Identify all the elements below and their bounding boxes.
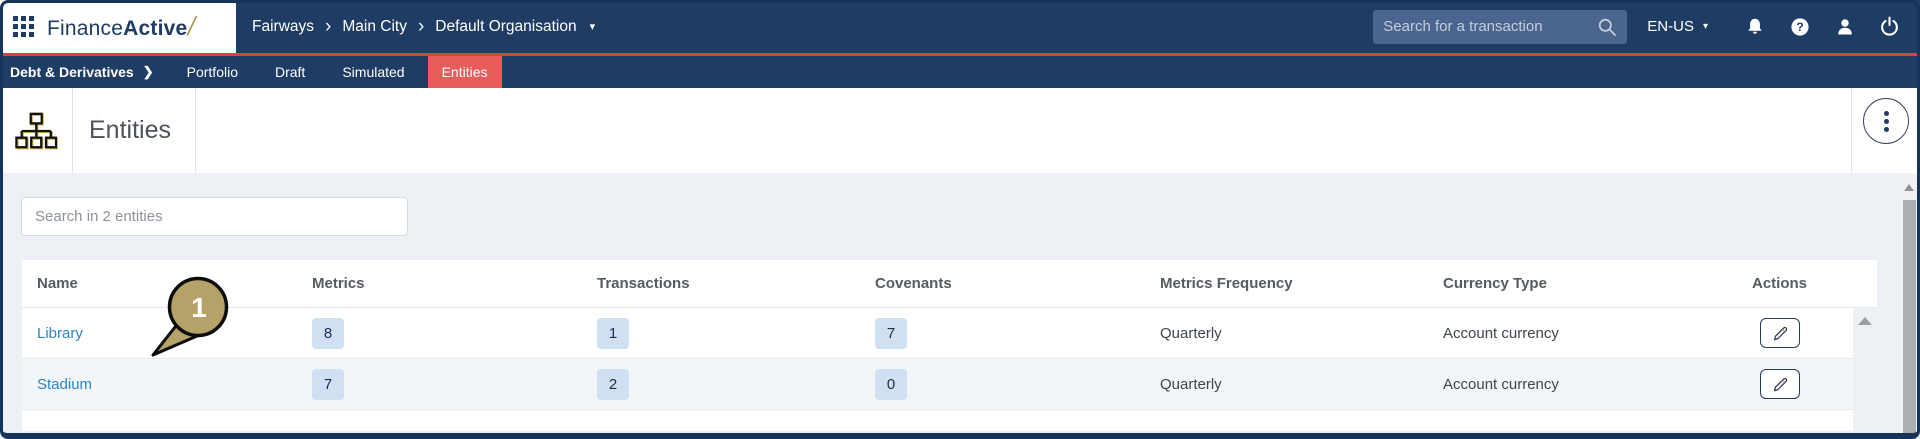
- accent-divider: [0, 53, 1920, 56]
- search-icon[interactable]: [1597, 17, 1617, 37]
- metrics-count-badge: 8: [312, 317, 344, 349]
- table-row-stadium: Stadium 7 2 0 Quarterly Account currency: [22, 359, 1877, 410]
- breadcrumb-item-default-organisation[interactable]: Default Organisation: [435, 17, 577, 35]
- pencil-icon: [1773, 326, 1787, 340]
- entities-table: Name Metrics Transactions Covenants Metr…: [22, 260, 1877, 431]
- entities-section: Name Metrics Transactions Covenants Metr…: [0, 173, 1920, 439]
- page-scrollbar-thumb[interactable]: [1903, 200, 1916, 439]
- nav-section-label: Debt & Derivatives: [10, 64, 134, 80]
- column-header-covenants: Covenants: [875, 275, 952, 292]
- chevron-right-icon: ❯: [142, 64, 154, 79]
- transaction-search-input[interactable]: [1383, 18, 1598, 35]
- svg-text:?: ?: [1796, 20, 1803, 34]
- tab-simulated[interactable]: Simulated: [342, 64, 405, 80]
- transaction-search-box[interactable]: [1373, 9, 1628, 44]
- table-scrollbar[interactable]: [1853, 308, 1877, 431]
- covenants-count-badge: 0: [875, 368, 907, 400]
- chevron-right-icon: ›: [325, 16, 332, 37]
- more-options-kebab-button[interactable]: [1863, 98, 1909, 144]
- chevron-down-icon: ▾: [1702, 21, 1708, 32]
- chevron-down-icon[interactable]: ▾: [589, 21, 596, 33]
- edit-pencil-button[interactable]: [1760, 369, 1800, 399]
- scroll-up-arrow-icon[interactable]: [1858, 317, 1872, 325]
- pencil-icon: [1773, 377, 1787, 391]
- entity-link-library[interactable]: Library: [37, 324, 83, 342]
- breadcrumb: Fairways › Main City › Default Organisat…: [252, 17, 595, 36]
- org-chart-icon: [15, 112, 57, 148]
- annotation-marker-1: 1: [151, 276, 229, 357]
- breadcrumb-item-fairways[interactable]: Fairways: [252, 17, 315, 35]
- header-divider: [1851, 88, 1852, 173]
- column-header-metrics: Metrics: [312, 275, 365, 292]
- metrics-frequency-value: Quarterly: [1160, 375, 1222, 393]
- logo-active: Active: [123, 17, 188, 40]
- language-label: EN-US: [1647, 18, 1694, 35]
- metrics-count-badge: 7: [312, 368, 344, 400]
- entities-icon-cell: [0, 88, 73, 173]
- chevron-right-icon: ›: [417, 16, 425, 37]
- logo-block[interactable]: FinanceActive/: [0, 0, 236, 53]
- metrics-frequency-value: Quarterly: [1160, 324, 1222, 342]
- column-header-name: Name: [37, 275, 78, 292]
- annotation-marker-number: 1: [191, 292, 207, 323]
- column-header-transactions: Transactions: [597, 275, 690, 292]
- logo-finance: Finance: [47, 17, 124, 40]
- page-header: Entities: [0, 88, 1920, 173]
- page-scrollbar[interactable]: [1901, 173, 1918, 439]
- tab-entities[interactable]: Entities: [427, 56, 502, 88]
- table-row-library: Library 8 1 7 Quarterly Account currency: [22, 308, 1877, 359]
- transactions-count-badge: 1: [597, 317, 629, 349]
- notifications-bell-icon[interactable]: [1732, 17, 1777, 37]
- brand-logo[interactable]: FinanceActive/: [47, 11, 200, 42]
- currency-type-value: Account currency: [1443, 324, 1559, 342]
- edit-pencil-button[interactable]: [1760, 318, 1800, 348]
- tab-portfolio[interactable]: Portfolio: [186, 64, 238, 80]
- currency-type-value: Account currency: [1443, 375, 1559, 393]
- nav-section-debt-derivatives[interactable]: Debt & Derivatives ❯: [0, 56, 164, 88]
- apps-grid-icon[interactable]: [13, 16, 34, 37]
- top-bar: FinanceActive/ Fairways › Main City › De…: [0, 0, 1920, 53]
- page-title: Entities: [74, 88, 196, 173]
- topbar-right-group: EN-US ▾ ?: [1373, 9, 1920, 44]
- covenants-count-badge: 7: [875, 317, 907, 349]
- logo-slash-icon: /: [185, 11, 200, 41]
- column-header-currency-type: Currency Type: [1443, 275, 1547, 292]
- account-person-icon[interactable]: [1822, 17, 1867, 37]
- entity-link-stadium[interactable]: Stadium: [37, 375, 93, 393]
- module-nav-bar: Debt & Derivatives ❯ Portfolio Draft Sim…: [0, 56, 1920, 88]
- language-selector[interactable]: EN-US ▾: [1647, 18, 1708, 35]
- breadcrumb-item-main-city[interactable]: Main City: [342, 17, 407, 35]
- table-header-row: Name Metrics Transactions Covenants Metr…: [22, 260, 1877, 308]
- column-header-actions: Actions: [1752, 275, 1808, 292]
- transactions-count-badge: 2: [597, 368, 629, 400]
- column-header-metrics-frequency: Metrics Frequency: [1160, 275, 1293, 292]
- tab-draft[interactable]: Draft: [274, 64, 306, 80]
- help-icon[interactable]: ?: [1777, 17, 1822, 37]
- scroll-up-arrow-icon[interactable]: [1904, 184, 1914, 191]
- entities-search-input[interactable]: [21, 197, 408, 236]
- logout-power-icon[interactable]: [1867, 16, 1912, 37]
